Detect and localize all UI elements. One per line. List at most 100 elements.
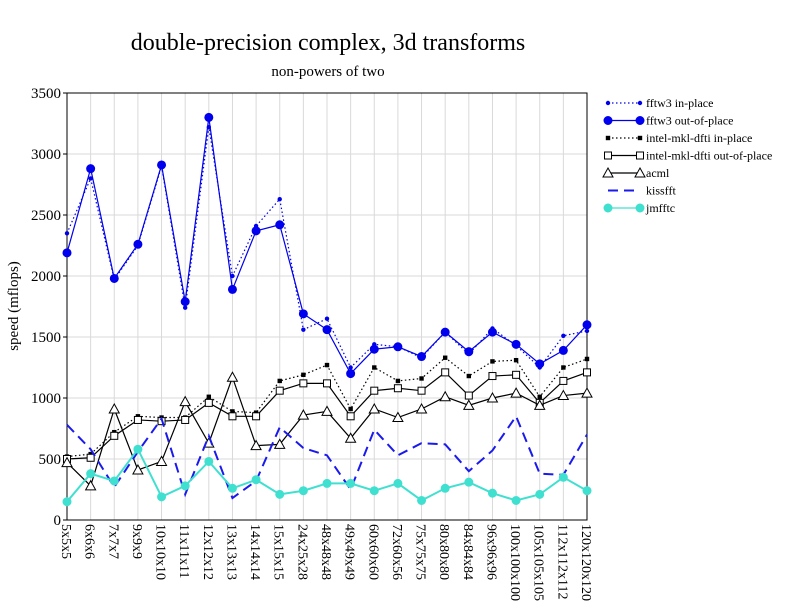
legend-marker bbox=[605, 100, 611, 106]
marker bbox=[227, 483, 237, 493]
y-tick-label: 3000 bbox=[31, 147, 61, 163]
marker bbox=[324, 362, 330, 368]
marker bbox=[86, 453, 95, 462]
marker bbox=[559, 376, 568, 385]
legend-marker bbox=[635, 116, 645, 125]
marker bbox=[439, 390, 452, 402]
marker bbox=[228, 412, 237, 421]
legend-marker bbox=[634, 166, 646, 178]
marker bbox=[344, 432, 357, 443]
marker bbox=[226, 371, 239, 382]
marker bbox=[346, 369, 356, 379]
marker bbox=[275, 220, 285, 230]
legend-marker bbox=[637, 135, 643, 141]
marker bbox=[133, 415, 142, 424]
marker bbox=[206, 394, 212, 399]
legend-marker bbox=[603, 203, 613, 213]
marker bbox=[323, 379, 331, 388]
marker bbox=[372, 365, 377, 370]
x-tick-label: 105x105x105 bbox=[531, 524, 546, 601]
chart-subtitle: non-powers of two bbox=[271, 64, 384, 80]
marker bbox=[487, 488, 497, 498]
marker bbox=[557, 389, 570, 401]
marker bbox=[486, 391, 499, 403]
marker bbox=[368, 402, 381, 414]
marker bbox=[157, 492, 167, 502]
y-tick-label: 500 bbox=[39, 452, 62, 468]
x-tick-label: 75x75x75 bbox=[413, 524, 428, 580]
legend-marker bbox=[637, 100, 643, 106]
marker bbox=[513, 357, 519, 363]
marker bbox=[273, 438, 286, 449]
x-tick-label: 49x49x49 bbox=[342, 524, 357, 580]
marker bbox=[204, 456, 214, 466]
marker bbox=[584, 328, 590, 334]
marker bbox=[157, 160, 167, 170]
x-tick-label: 112x112x112 bbox=[554, 524, 569, 599]
legend-label: kissfft bbox=[646, 184, 676, 198]
marker bbox=[558, 472, 568, 482]
marker bbox=[108, 402, 121, 414]
x-tick-label: 24x25x28 bbox=[294, 524, 309, 580]
marker bbox=[132, 463, 144, 475]
marker bbox=[558, 345, 568, 355]
marker bbox=[275, 386, 284, 395]
marker bbox=[179, 395, 192, 407]
marker bbox=[417, 386, 426, 395]
legend-marker bbox=[603, 116, 613, 125]
legend-marker bbox=[605, 135, 611, 141]
plot-frame bbox=[66, 92, 588, 521]
legend-marker bbox=[602, 166, 614, 178]
x-tick-label: 11x11x11 bbox=[176, 524, 191, 578]
marker bbox=[464, 477, 474, 487]
x-tick-label: 15x15x15 bbox=[271, 524, 286, 580]
marker bbox=[321, 405, 333, 416]
y-axis-label: speed (mflops) bbox=[6, 261, 22, 351]
x-tick-label: 100x100x100 bbox=[507, 524, 522, 601]
y-tick-label: 1500 bbox=[31, 330, 61, 346]
legend-label: intel-mkl-dfti out-of-place bbox=[646, 149, 772, 163]
x-tick-label: 120x120x120 bbox=[578, 524, 593, 601]
marker bbox=[395, 378, 401, 384]
marker bbox=[301, 372, 306, 378]
y-tick-label: 1000 bbox=[31, 391, 61, 407]
marker bbox=[466, 373, 472, 379]
marker bbox=[277, 196, 282, 202]
x-tick-label: 9x9x9 bbox=[129, 524, 144, 559]
marker bbox=[511, 339, 521, 349]
marker bbox=[583, 368, 591, 377]
marker bbox=[62, 248, 72, 258]
marker bbox=[230, 409, 235, 414]
y-tick-label: 0 bbox=[54, 513, 62, 529]
series-line bbox=[66, 414, 588, 500]
marker bbox=[84, 479, 97, 491]
marker bbox=[348, 406, 353, 412]
y-tick-label: 2000 bbox=[31, 269, 61, 285]
y-tick-label: 3500 bbox=[31, 86, 61, 102]
marker bbox=[490, 359, 495, 364]
marker bbox=[88, 176, 93, 181]
marker bbox=[537, 394, 542, 399]
x-tick-label: 12x12x12 bbox=[200, 524, 215, 580]
x-tick-label: 10x10x10 bbox=[153, 524, 168, 580]
marker bbox=[297, 409, 310, 420]
legend-marker bbox=[635, 203, 645, 213]
marker bbox=[86, 469, 96, 479]
marker bbox=[417, 495, 427, 505]
marker bbox=[275, 489, 285, 499]
marker bbox=[181, 415, 190, 424]
marker bbox=[440, 327, 450, 337]
marker bbox=[322, 325, 332, 335]
marker bbox=[584, 356, 590, 362]
marker bbox=[393, 384, 402, 393]
marker bbox=[182, 305, 188, 310]
marker bbox=[393, 342, 403, 352]
marker bbox=[298, 486, 308, 496]
marker bbox=[582, 320, 592, 330]
x-tick-label: 96x96x96 bbox=[483, 524, 498, 580]
marker bbox=[535, 489, 545, 499]
marker bbox=[488, 372, 497, 381]
marker bbox=[511, 495, 521, 505]
marker bbox=[250, 439, 262, 451]
marker bbox=[417, 352, 427, 362]
